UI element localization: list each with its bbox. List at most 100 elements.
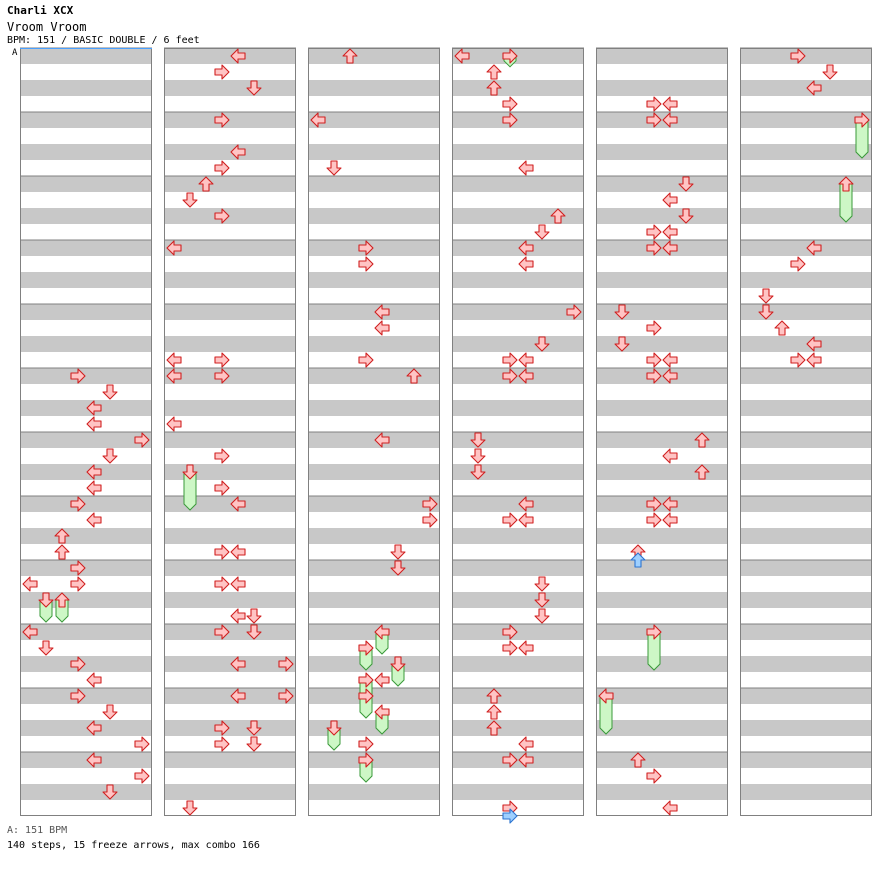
step-arrow bbox=[662, 368, 678, 384]
beat-band bbox=[740, 784, 872, 800]
beat-band bbox=[20, 240, 152, 256]
step-arrow bbox=[694, 432, 710, 448]
step-arrow bbox=[102, 704, 118, 720]
step-arrow bbox=[518, 368, 534, 384]
freeze-arrow-head bbox=[374, 624, 390, 640]
beat-band bbox=[740, 688, 872, 704]
beat-band bbox=[740, 560, 872, 576]
step-arrow bbox=[70, 560, 86, 576]
step-arrow bbox=[102, 448, 118, 464]
beat-band bbox=[596, 48, 728, 64]
beat-band bbox=[596, 528, 728, 544]
step-arrow bbox=[214, 64, 230, 80]
freeze-arrow-head bbox=[374, 704, 390, 720]
step-arrow bbox=[502, 352, 518, 368]
step-arrow bbox=[646, 224, 662, 240]
beat-band bbox=[164, 464, 296, 480]
step-arrow bbox=[534, 576, 550, 592]
beat-band bbox=[308, 240, 440, 256]
beat-band bbox=[740, 304, 872, 320]
beat-band bbox=[596, 432, 728, 448]
beat-band bbox=[452, 272, 584, 288]
beat-band bbox=[164, 432, 296, 448]
step-arrow bbox=[662, 448, 678, 464]
step-arrow bbox=[486, 80, 502, 96]
beat-band bbox=[20, 720, 152, 736]
beat-band bbox=[308, 560, 440, 576]
beat-band bbox=[596, 752, 728, 768]
beat-band bbox=[20, 400, 152, 416]
step-arrow bbox=[374, 672, 390, 688]
beat-band bbox=[452, 496, 584, 512]
step-arrow bbox=[246, 624, 262, 640]
step-arrow bbox=[470, 464, 486, 480]
step-arrow bbox=[502, 640, 518, 656]
beat-band bbox=[596, 240, 728, 256]
beat-band bbox=[452, 592, 584, 608]
step-arrow bbox=[646, 112, 662, 128]
beat-band bbox=[452, 720, 584, 736]
beat-band bbox=[20, 432, 152, 448]
beat-band bbox=[596, 560, 728, 576]
beat-band bbox=[452, 240, 584, 256]
beat-band bbox=[20, 560, 152, 576]
step-arrow bbox=[790, 256, 806, 272]
beat-band bbox=[740, 624, 872, 640]
freeze-arrow-head bbox=[38, 592, 54, 608]
step-arrow bbox=[278, 656, 294, 672]
step-arrow bbox=[214, 576, 230, 592]
step-arrow bbox=[86, 672, 102, 688]
beat-band bbox=[596, 496, 728, 512]
step-arrow bbox=[486, 688, 502, 704]
beat-band bbox=[308, 208, 440, 224]
step-arrow bbox=[134, 736, 150, 752]
beat-band bbox=[164, 752, 296, 768]
beat-band bbox=[740, 144, 872, 160]
beat-band bbox=[308, 112, 440, 128]
step-arrow bbox=[358, 736, 374, 752]
beat-band bbox=[452, 144, 584, 160]
beat-band bbox=[308, 176, 440, 192]
step-arrow bbox=[614, 304, 630, 320]
step-arrow bbox=[390, 544, 406, 560]
step-arrow bbox=[230, 544, 246, 560]
bpm-marker: A bbox=[12, 48, 18, 58]
step-arrow bbox=[54, 528, 70, 544]
step-arrow bbox=[806, 352, 822, 368]
beat-band bbox=[164, 592, 296, 608]
step-arrow bbox=[166, 416, 182, 432]
beat-band bbox=[20, 624, 152, 640]
step-arrow bbox=[86, 480, 102, 496]
freeze-arrow-head bbox=[326, 720, 342, 736]
step-arrow bbox=[662, 112, 678, 128]
step-arrow bbox=[534, 336, 550, 352]
step-arrow bbox=[246, 80, 262, 96]
step-arrow bbox=[518, 736, 534, 752]
beat-band bbox=[308, 304, 440, 320]
beat-band bbox=[308, 752, 440, 768]
beat-band bbox=[452, 560, 584, 576]
step-arrow bbox=[70, 576, 86, 592]
freeze-arrow-head bbox=[182, 464, 198, 480]
beat-band bbox=[164, 176, 296, 192]
beat-band bbox=[740, 240, 872, 256]
beat-band bbox=[308, 656, 440, 672]
freeze-arrow-head bbox=[358, 688, 374, 704]
beat-band bbox=[596, 400, 728, 416]
beat-band bbox=[596, 112, 728, 128]
beat-band bbox=[20, 752, 152, 768]
beat-band bbox=[452, 752, 584, 768]
beat-band bbox=[596, 80, 728, 96]
step-arrow bbox=[646, 240, 662, 256]
beat-band bbox=[308, 48, 440, 64]
beat-band bbox=[740, 272, 872, 288]
beat-band bbox=[20, 528, 152, 544]
beat-band bbox=[740, 528, 872, 544]
beat-band bbox=[740, 48, 872, 64]
step-arrow bbox=[374, 320, 390, 336]
step-arrow bbox=[518, 512, 534, 528]
step-arrow bbox=[758, 304, 774, 320]
step-arrow bbox=[70, 496, 86, 512]
beat-band bbox=[740, 432, 872, 448]
